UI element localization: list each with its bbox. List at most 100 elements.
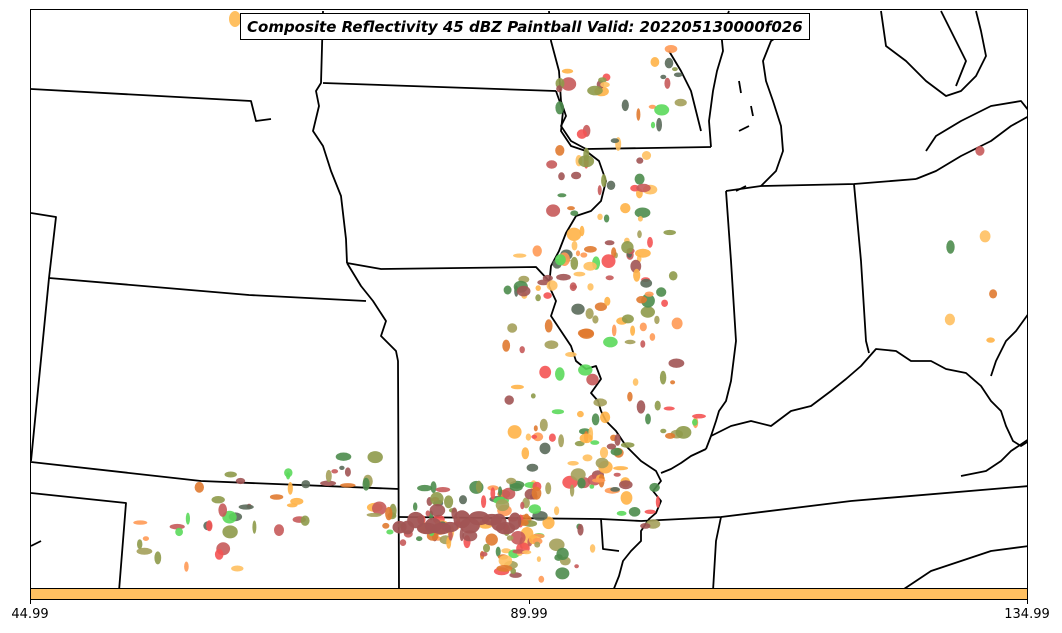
reflectivity-cell (382, 522, 390, 529)
reflectivity-cell (634, 173, 645, 185)
reflectivity-cell (656, 117, 662, 132)
reflectivity-cell (663, 229, 676, 236)
reflectivity-cell (630, 325, 636, 336)
reflectivity-cell (579, 225, 585, 237)
reflectivity-cell (620, 203, 631, 214)
reflectivity-cell (539, 442, 551, 455)
reflectivity-cell (513, 253, 527, 258)
lake-islands (735, 80, 754, 192)
reflectivity-cell (528, 504, 541, 514)
reflectivity-cell (636, 183, 651, 193)
reflectivity-cell (589, 484, 595, 489)
reflectivity-cell (571, 303, 585, 315)
reflectivity-cell (214, 549, 224, 560)
reflectivity-cell (544, 340, 559, 350)
reflectivity-cell (416, 536, 423, 542)
reflectivity-cell (557, 193, 567, 198)
border-mo-bootheel (600, 518, 620, 552)
reflectivity-cell (661, 299, 668, 307)
border-co (31, 212, 57, 462)
reflectivity-cell (578, 364, 593, 376)
reflectivity-cell (154, 551, 162, 565)
reflectivity-cell (944, 313, 956, 326)
reflectivity-cell (561, 77, 577, 91)
border-ia-mn (322, 82, 557, 92)
reflectivity-cell (577, 524, 584, 536)
reflectivity-cell (606, 180, 616, 190)
reflectivity-cell (600, 81, 610, 88)
reflectivity-cell (287, 482, 293, 495)
reflectivity-cell (664, 45, 678, 53)
reflectivity-cell (674, 98, 687, 107)
reflectivity-cell (594, 302, 608, 312)
map-canvas (31, 10, 1027, 588)
border-il-wi (585, 146, 712, 150)
reflectivity-cell (229, 11, 241, 27)
reflectivity-cell (589, 544, 596, 553)
border-tn-south (712, 516, 722, 588)
border-ia-mo (346, 262, 550, 282)
reflectivity-cell (520, 501, 525, 510)
reflectivity-cell (137, 539, 143, 550)
reflectivity-cell (692, 413, 706, 419)
border-ks-mo (346, 262, 400, 588)
reflectivity-cell (501, 548, 512, 554)
reflectivity-cell (530, 393, 536, 399)
reflectivity-cell (577, 328, 594, 338)
reflectivity-cell (556, 273, 571, 281)
reflectivity-cell (507, 323, 518, 333)
reflectivity-cell (290, 497, 304, 505)
reflectivity-cell (521, 447, 530, 460)
reflectivity-cell (645, 413, 651, 425)
reflectivity-cell (498, 555, 513, 567)
reflectivity-cell (604, 296, 611, 306)
map-title: Composite Reflectivity 45 dBZ Paintball … (240, 13, 810, 40)
reflectivity-cell (583, 261, 597, 271)
reflectivity-cell (692, 418, 698, 426)
reflectivity-cell (435, 487, 451, 493)
reflectivity-cell (577, 410, 584, 418)
border-il-west (548, 90, 662, 588)
reflectivity-cell (362, 477, 370, 491)
reflectivity-cell (975, 145, 985, 156)
border-ks-north (48, 277, 367, 302)
colorbar-tick-max (1027, 600, 1028, 604)
reflectivity-cell (601, 254, 616, 268)
reflectivity-cell (649, 482, 660, 492)
reflectivity-cell (644, 291, 654, 297)
reflectivity-cell (558, 172, 565, 181)
reflectivity-cell (548, 433, 556, 442)
reflectivity-cell (597, 213, 603, 220)
reflectivity-cell (531, 434, 538, 439)
reflectivity-cells (133, 11, 998, 583)
reflectivity-cell (650, 57, 660, 67)
reflectivity-cell (555, 367, 565, 381)
reflectivity-cell (665, 432, 676, 439)
reflectivity-cell (546, 160, 558, 169)
reflectivity-cell (604, 240, 615, 246)
reflectivity-cell (211, 496, 225, 504)
reflectivity-cell (606, 443, 617, 450)
reflectivity-cell (459, 528, 464, 542)
colorbar-tick-label-mid: 89.99 (510, 607, 548, 622)
reflectivity-cell (340, 483, 356, 488)
reflectivity-cell (142, 536, 149, 541)
reflectivity-cell (592, 315, 599, 324)
reflectivity-cell (639, 322, 647, 332)
reflectivity-cell (670, 380, 676, 385)
reflectivity-cell (546, 204, 561, 217)
coast-right-bottom (903, 545, 1027, 588)
border-in-oh (853, 183, 870, 354)
reflectivity-cell (542, 516, 555, 530)
reflectivity-cell (556, 85, 563, 93)
reflectivity-cell (495, 499, 510, 512)
reflectivity-cell (590, 440, 600, 445)
reflectivity-cell (222, 525, 238, 539)
coast-wi (668, 50, 702, 132)
reflectivity-cell (644, 509, 656, 514)
reflectivity-cell (507, 425, 522, 439)
reflectivity-cell (649, 333, 656, 341)
reflectivity-cell (613, 466, 629, 471)
reflectivity-cell (587, 283, 594, 291)
reflectivity-cell (399, 539, 407, 546)
